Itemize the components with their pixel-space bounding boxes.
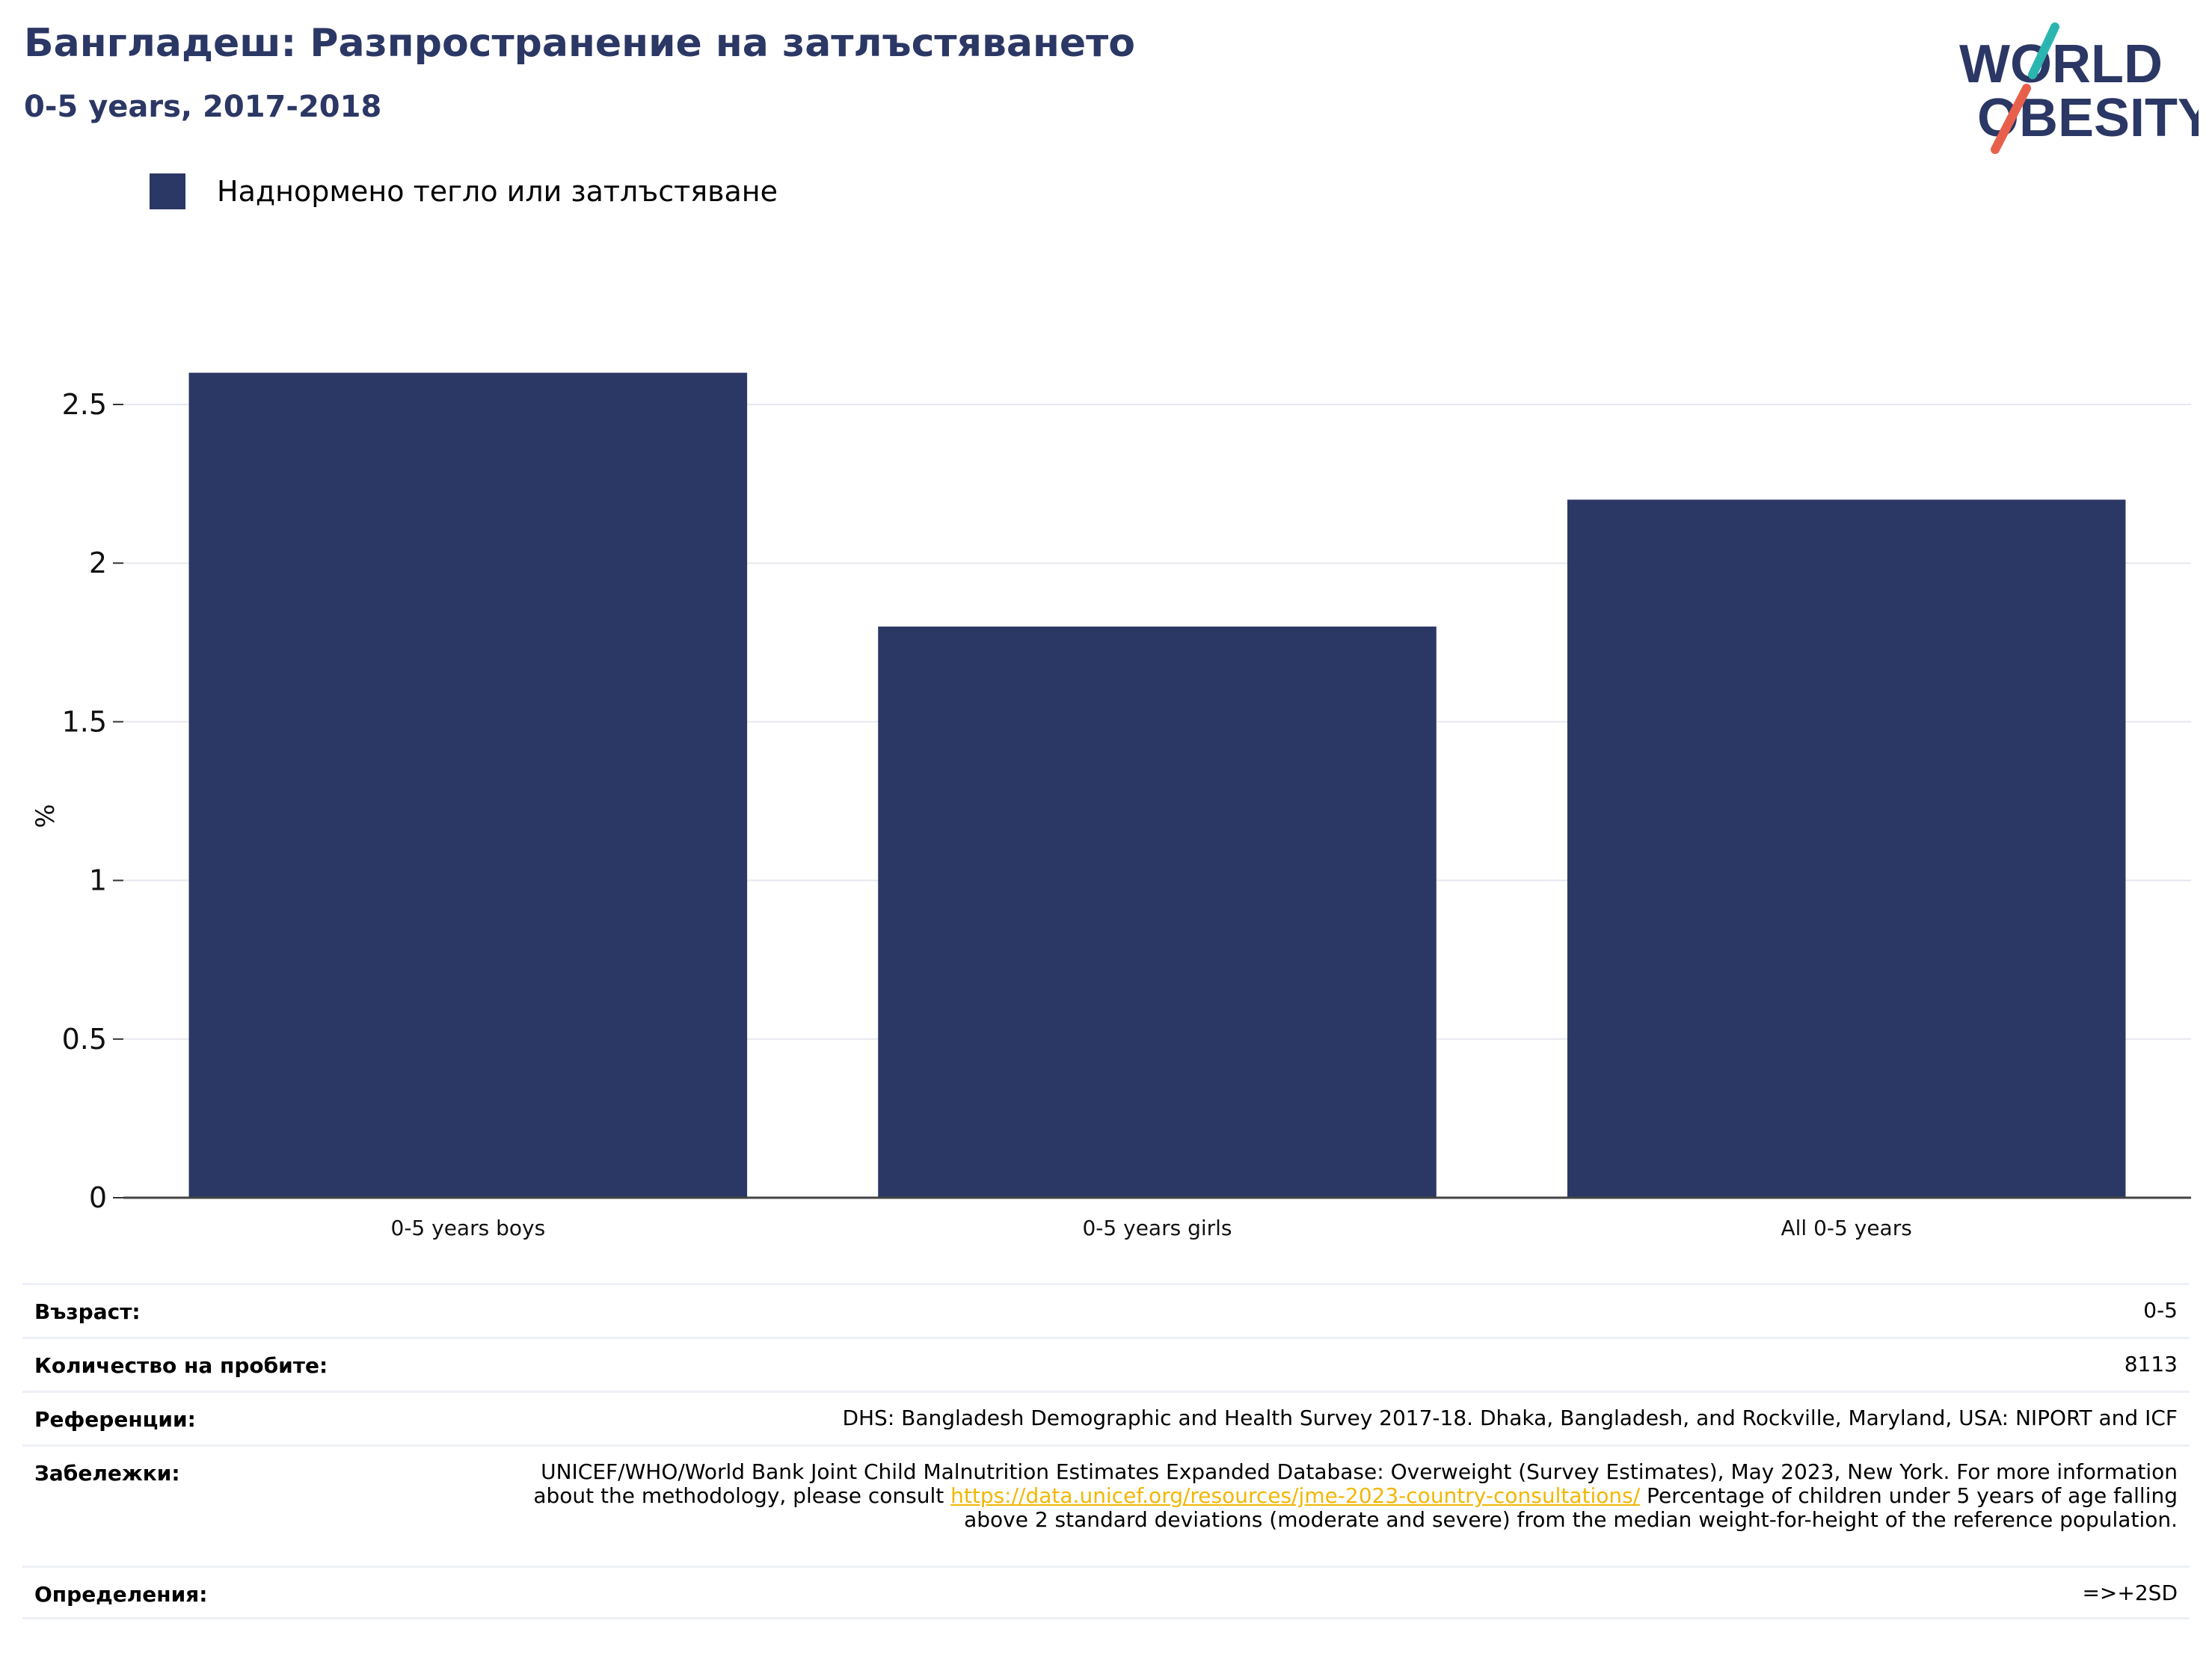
references-value: DHS: Bangladesh Demographic and Health S… <box>842 1406 2178 1430</box>
methodology-link[interactable]: https://data.unicef.org/resources/jme-20… <box>950 1483 1641 1508</box>
chart-legend: Наднормено тегло или затлъстяване <box>150 173 778 209</box>
world-obesity-logo: WORLD OBESITY <box>1959 22 2199 154</box>
x-tick-label: 0-5 years girls <box>1082 1216 1232 1240</box>
logo-slash-top <box>2028 22 2059 79</box>
page-title: Бангладеш: Разпространение на затлъстява… <box>24 21 1136 66</box>
x-tick-label: All 0-5 years <box>1781 1216 1912 1240</box>
notes-text-after: Percentage of children under 5 years of … <box>964 1483 2178 1532</box>
info-row-sample: Количество на пробите: 8113 <box>22 1337 2190 1391</box>
info-table: Възраст: 0-5 Количество на пробите: 8113… <box>22 1283 2190 1619</box>
bar-chart: 0 0.5 1 1.5 2 2.5% 0-5 years boys 0-5 years gir… <box>31 372 2191 1240</box>
y-axis-label: % <box>31 804 61 828</box>
y-tick-label: 1.5 <box>62 705 107 738</box>
bar <box>1567 499 2126 1198</box>
info-row-notes: Забележки: UNICEF/WHO/World Bank Joint C… <box>22 1444 2190 1566</box>
references-label: Референции: <box>34 1407 196 1432</box>
age-label: Възраст: <box>34 1299 141 1324</box>
legend-swatch <box>150 173 185 209</box>
logo-slash-bottom <box>1991 84 2031 154</box>
definitions-value: =>+2SD <box>2082 1581 2178 1605</box>
y-tick-label: 2 <box>89 547 107 579</box>
page-subtitle: 0-5 years, 2017-2018 <box>24 90 382 124</box>
info-row-references: Референции: DHS: Bangladesh Demographic … <box>22 1391 2190 1444</box>
logo-line-1: WORLD <box>1959 34 2163 94</box>
notes-value: UNICEF/WHO/World Bank Joint Child Malnut… <box>532 1447 2178 1532</box>
sample-value: 8113 <box>2124 1352 2178 1376</box>
y-tick-label: 1 <box>89 864 107 897</box>
x-tick-label: 0-5 years boys <box>391 1216 546 1240</box>
bar <box>878 627 1437 1198</box>
bar <box>188 372 748 1198</box>
y-tick-label: 0 <box>89 1181 107 1214</box>
y-tick-label: 2.5 <box>62 388 107 421</box>
age-value: 0-5 <box>2143 1298 2178 1323</box>
info-row-definitions: Определения: =>+2SD <box>22 1566 2190 1619</box>
y-tick-label: 0.5 <box>62 1023 107 1056</box>
legend-label: Наднормено тегло или затлъстяване <box>217 175 778 208</box>
notes-text-before: UNICEF/WHO/World Bank Joint Child Malnut… <box>533 1459 2178 1508</box>
definitions-label: Определения: <box>34 1582 208 1607</box>
sample-label: Количество на пробите: <box>34 1353 328 1378</box>
info-row-age: Възраст: 0-5 <box>22 1283 2190 1337</box>
notes-label: Забележки: <box>34 1461 180 1486</box>
